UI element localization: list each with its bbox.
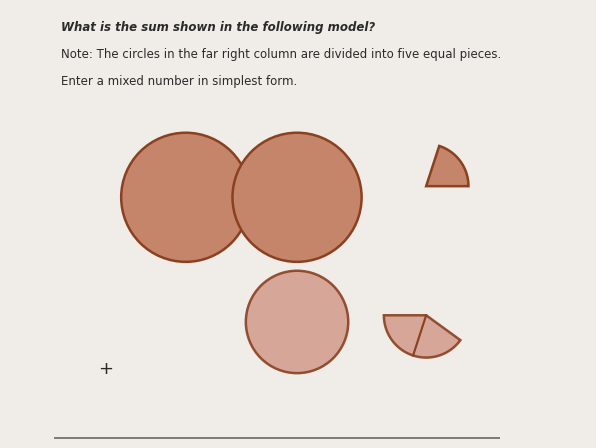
Text: Note: The circles in the far right column are divided into five equal pieces.: Note: The circles in the far right colum…	[61, 48, 501, 61]
Circle shape	[121, 133, 250, 262]
Circle shape	[246, 271, 348, 373]
Circle shape	[232, 133, 362, 262]
Text: +: +	[98, 360, 113, 378]
Text: What is the sum shown in the following model?: What is the sum shown in the following m…	[61, 22, 375, 34]
Text: Enter a mixed number in simplest form.: Enter a mixed number in simplest form.	[61, 75, 297, 88]
Polygon shape	[426, 146, 468, 186]
Polygon shape	[384, 315, 460, 358]
